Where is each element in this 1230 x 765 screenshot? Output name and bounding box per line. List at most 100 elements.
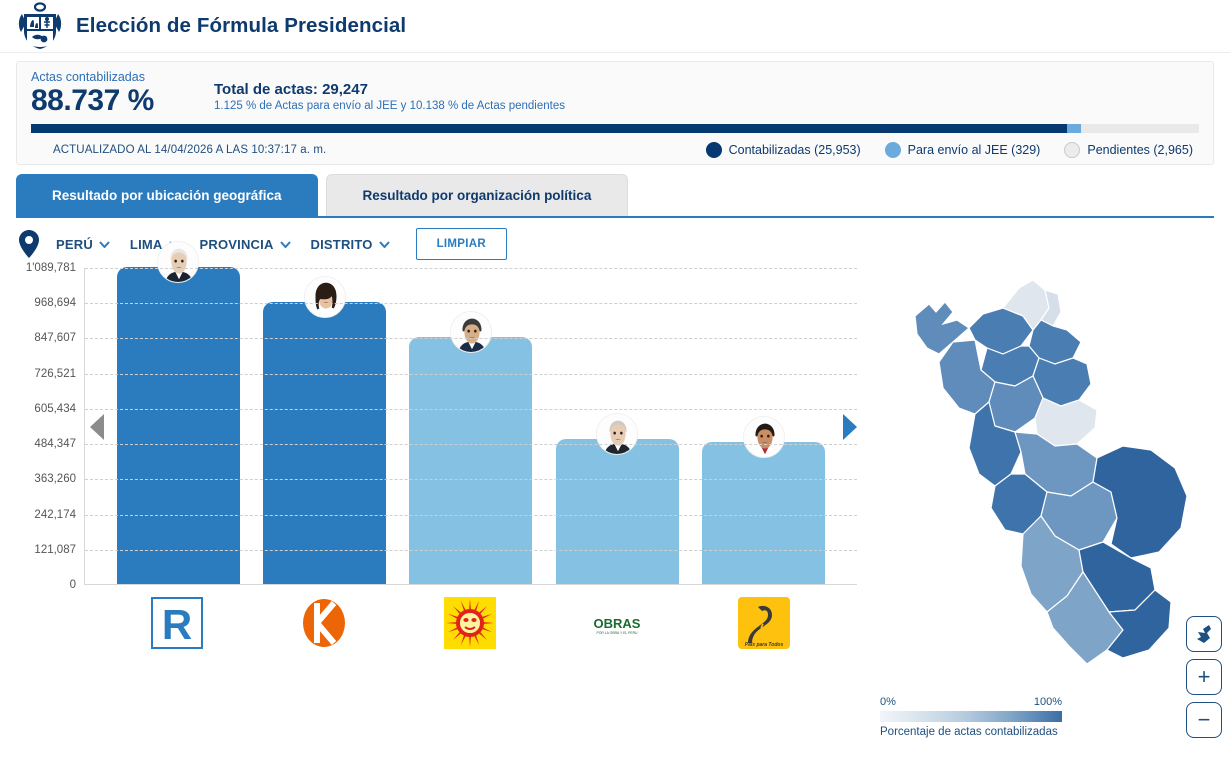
y-axis-tick-label: 242,174 — [34, 508, 76, 521]
result-bar[interactable] — [702, 416, 826, 584]
result-tabs: Resultado por ubicación geográfica Resul… — [0, 165, 1230, 216]
bar-column — [263, 276, 387, 584]
result-bar[interactable] — [116, 241, 240, 584]
counted-percent-value: 88.737 % — [31, 84, 154, 117]
progress-segment-counted — [31, 124, 1068, 133]
y-axis-tick-label: 484,347 — [34, 438, 76, 451]
svg-text:POR LA OBRA Y EL PERU: POR LA OBRA Y EL PERU — [597, 631, 639, 635]
next-arrow-icon[interactable] — [843, 414, 857, 440]
filter-label-peru: PERÚ — [56, 236, 93, 252]
peru-outline-icon — [1197, 625, 1211, 643]
clear-filters-button[interactable]: LIMPIAR — [415, 228, 507, 260]
zoom-out-icon[interactable]: − — [1186, 702, 1222, 738]
filter-label-lima: LIMA — [129, 236, 163, 252]
last-updated-text: ACTUALIZADO AL 14/04/2026 A LAS 10:37:17… — [53, 144, 327, 156]
prev-arrow-icon[interactable] — [90, 414, 104, 440]
logo-sun-icon — [444, 597, 497, 649]
legend-label-counted: Contabilizadas (25,953) — [728, 143, 861, 157]
scale-gradient-bar — [880, 711, 1062, 722]
chart-gridline — [85, 373, 857, 375]
y-axis-tick-label: 121,087 — [34, 543, 76, 556]
actas-progress-bar — [31, 124, 1199, 133]
logo-obras-icon: OBRAS POR LA OBRA Y EL PERU — [591, 597, 644, 649]
y-axis-tick-label: 847,607 — [34, 332, 76, 345]
result-bar[interactable] — [555, 412, 679, 584]
legend-dot-pending-icon — [1064, 142, 1081, 158]
svg-text:País para Todos: País para Todos — [744, 642, 783, 648]
svg-text:R: R — [162, 601, 192, 648]
map-province[interactable] — [1092, 445, 1188, 559]
legend-label-pending: Pendientes (2,965) — [1087, 143, 1193, 157]
svg-text:OBRAS: OBRAS — [594, 616, 641, 631]
party-logo-slot[interactable]: R — [116, 593, 239, 653]
page-title: Elección de Fórmula Presidencial — [76, 14, 407, 37]
tab-ubicacion-geografica[interactable]: Resultado por ubicación geográfica — [16, 174, 318, 216]
y-axis-tick-label: 726,521 — [34, 367, 76, 380]
peru-shape-reset-icon[interactable] — [1186, 616, 1222, 652]
progress-segment-jee — [1067, 124, 1081, 133]
filter-label-distrito: DISTRITO — [310, 236, 373, 252]
peru-coat-of-arms-icon — [18, 2, 62, 49]
tabs-underline — [16, 216, 1214, 218]
candidate-avatar-1 — [157, 241, 200, 283]
legend-item-pendientes: Pendientes (2,965) — [1064, 142, 1193, 158]
zoom-in-icon[interactable]: + — [1186, 659, 1222, 695]
status-legend: Contabilizadas (25,953) Para envío al JE… — [705, 142, 1199, 158]
map-province[interactable] — [968, 307, 1034, 355]
map-scale-legend: 0% 100% Porcentaje de actas contabilizad… — [880, 696, 1062, 738]
map-province[interactable] — [968, 400, 1022, 487]
chart-bars — [85, 241, 857, 584]
y-axis-tick-label: 605,434 — [34, 402, 76, 415]
chart-gridline — [85, 444, 857, 446]
counted-percent-block: Actas contabilizadas 88.737 % — [31, 70, 196, 118]
legend-dot-jee-icon — [884, 142, 901, 158]
party-logo-slot[interactable]: País para Todos — [702, 593, 825, 653]
logo-r-icon: R — [151, 597, 204, 649]
filter-peru[interactable]: PERÚ — [48, 233, 118, 256]
result-bar[interactable] — [409, 311, 533, 584]
main-content: 0 121,087 242,174 363,260 484,347 605,434 726,… — [0, 241, 1230, 750]
actas-breakdown-label: 1.125 % de Actas para envío al JEE y 10.… — [214, 100, 565, 112]
scale-min-label: 0% — [880, 696, 896, 708]
location-pin-icon — [19, 230, 39, 258]
bar-column — [702, 416, 826, 584]
total-actas-label: Total de actas: 29,247 — [214, 81, 368, 98]
scale-caption: Porcentaje de actas contabilizadas — [880, 726, 1058, 738]
legend-item-jee: Para envío al JEE (329) — [884, 142, 1041, 158]
filter-provincia[interactable]: PROVINCIA — [192, 233, 299, 256]
logo-k-icon — [297, 597, 350, 649]
map-province[interactable] — [1034, 397, 1098, 447]
legend-dot-counted-icon — [705, 142, 722, 158]
app-header: Elección de Fórmula Presidencial — [0, 0, 1230, 53]
logo-pais-para-todos-icon: País para Todos — [737, 597, 790, 649]
result-bar[interactable] — [263, 276, 387, 584]
party-logo-slot[interactable]: OBRAS POR LA OBRA Y EL PERU — [556, 593, 679, 653]
counted-label: Actas contabilizadas — [31, 70, 145, 84]
party-logo-slot[interactable] — [409, 593, 532, 653]
bar-column — [116, 241, 240, 584]
chart-gridline — [85, 479, 857, 481]
chevron-down-icon — [279, 240, 291, 248]
chart-plot-area — [84, 241, 857, 585]
y-axis-tick-label: 363,260 — [34, 473, 76, 486]
party-logo-slot[interactable] — [262, 593, 385, 653]
filter-distrito[interactable]: DISTRITO — [303, 233, 398, 256]
actas-summary-card: Actas contabilizadas 88.737 % Total de a… — [16, 61, 1214, 165]
map-province[interactable] — [914, 301, 970, 355]
candidate-avatar-2 — [303, 276, 346, 319]
tab-organizacion-politica[interactable]: Resultado por organización política — [325, 174, 629, 216]
legend-item-contabilizadas: Contabilizadas (25,953) — [705, 142, 861, 158]
y-axis-tick-label: 0 — [69, 579, 76, 591]
chart-gridline — [85, 408, 857, 410]
results-bar-chart: 0 121,087 242,174 363,260 484,347 605,434 726,… — [0, 241, 875, 750]
chevron-down-icon — [378, 240, 390, 248]
lima-region-map: 0% 100% Porcentaje de actas contabilizad… — [875, 268, 1230, 750]
chart-gridline — [85, 303, 857, 305]
map-province[interactable] — [1106, 589, 1172, 659]
party-logos-row: R OBRAS POR LA OBRA Y EL PERU — [84, 593, 857, 653]
chart-gridline — [85, 514, 857, 516]
map-svg[interactable] — [883, 268, 1213, 708]
legend-label-jee: Para envío al JEE (329) — [907, 143, 1041, 157]
bar-column — [409, 311, 533, 584]
candidate-avatar-3 — [449, 311, 492, 354]
